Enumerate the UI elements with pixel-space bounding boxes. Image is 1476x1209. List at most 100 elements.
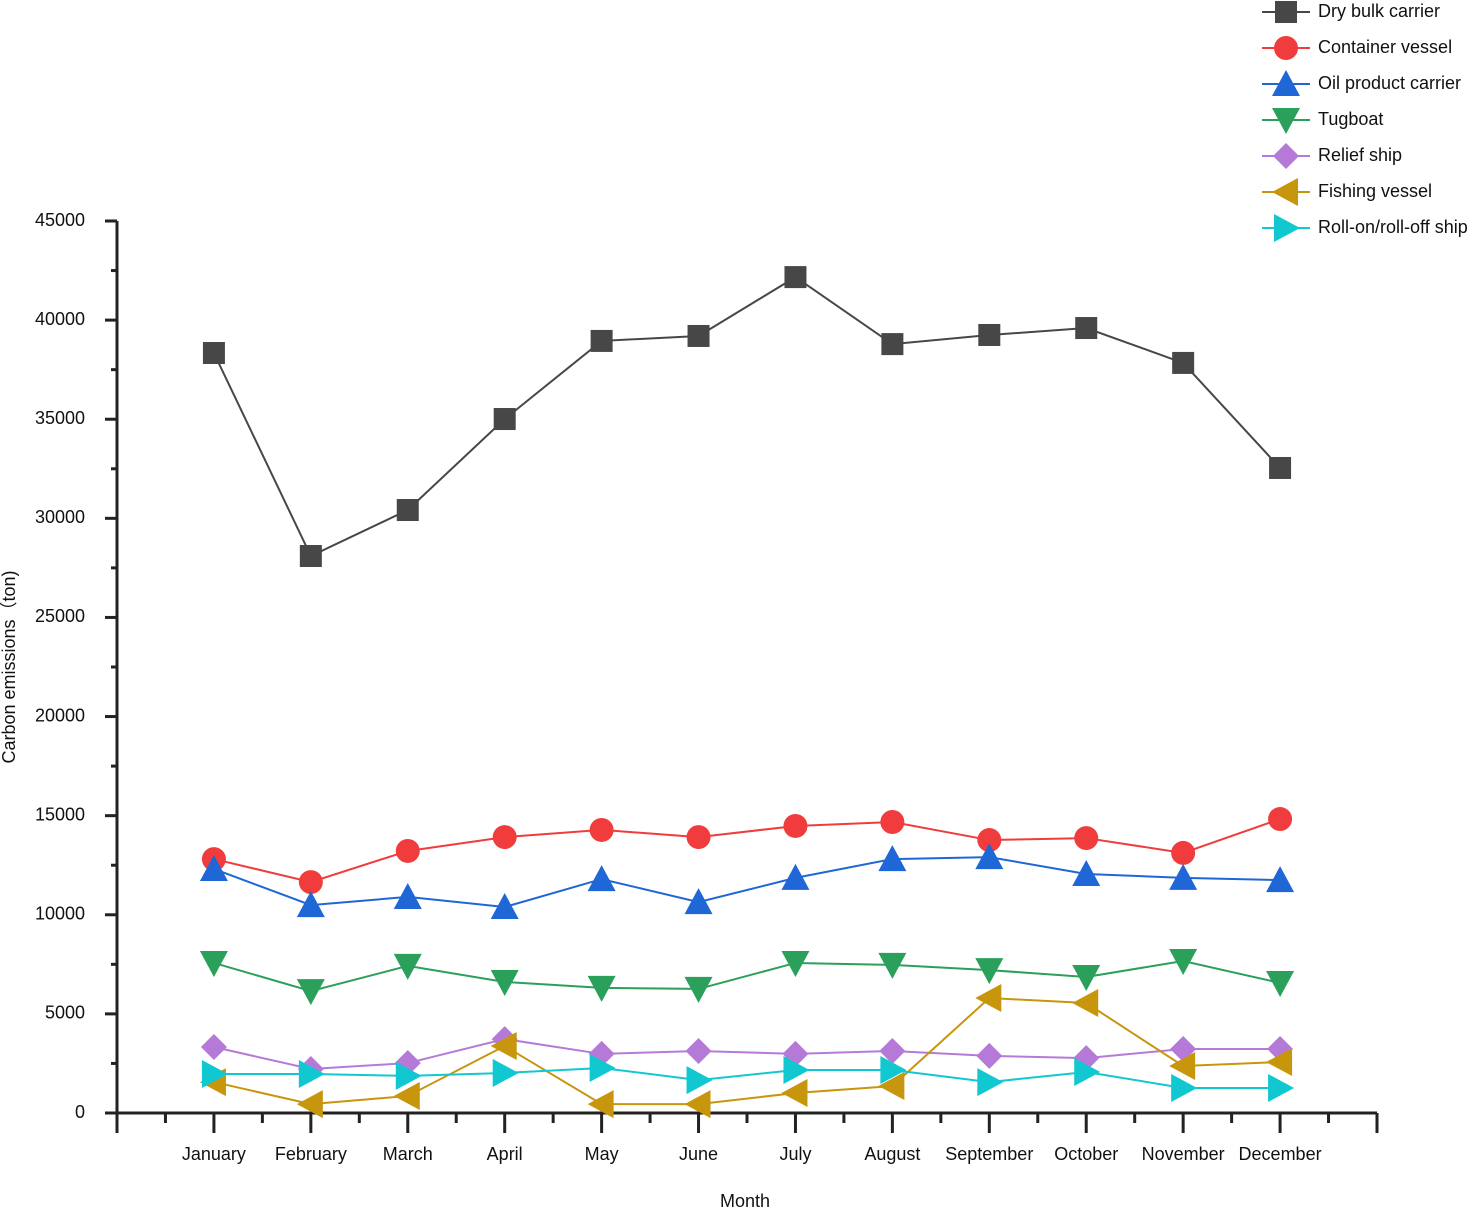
marker <box>975 984 1002 1013</box>
marker <box>490 1032 517 1061</box>
legend-label: Oil product carrier <box>1318 73 1461 93</box>
x-tick-label: July <box>779 1144 811 1164</box>
y-axis-label: Carbon emissions（ton) <box>0 570 19 763</box>
marker <box>1274 214 1300 242</box>
marker <box>492 825 517 850</box>
marker <box>975 843 1004 870</box>
marker <box>978 323 1001 346</box>
marker <box>781 863 810 890</box>
x-tick-label: August <box>864 1144 920 1164</box>
marker <box>1266 1048 1293 1077</box>
marker <box>684 976 713 1003</box>
marker <box>684 888 713 915</box>
marker <box>1072 988 1099 1017</box>
marker <box>202 342 225 365</box>
legend-label: Roll-on/roll-off ship <box>1318 217 1468 237</box>
marker <box>685 1037 712 1064</box>
marker <box>590 329 613 352</box>
y-tick-label: 25000 <box>35 606 85 626</box>
marker <box>1266 970 1295 997</box>
marker <box>686 825 711 850</box>
marker <box>977 1068 1004 1097</box>
marker <box>684 1090 711 1119</box>
marker <box>393 1081 420 1110</box>
marker <box>296 891 325 918</box>
legend-item: Fishing vessel <box>1262 178 1432 206</box>
legend-label: Dry bulk carrier <box>1318 1 1440 21</box>
y-tick-label: 40000 <box>35 309 85 329</box>
legend-item: Tugboat <box>1262 108 1383 134</box>
series-line <box>213 1066 1281 1090</box>
marker <box>977 828 1002 853</box>
legend-label: Tugboat <box>1318 109 1383 129</box>
x-tick-label: March <box>383 1144 433 1164</box>
marker <box>1275 1 1297 23</box>
series-line <box>213 959 1281 993</box>
legend-item: Dry bulk carrier <box>1262 1 1440 23</box>
marker <box>879 1037 906 1064</box>
marker <box>781 950 810 977</box>
y-tick-label: 5000 <box>45 1003 85 1023</box>
marker <box>880 810 905 835</box>
y-tick-label: 15000 <box>35 804 85 824</box>
marker <box>1274 36 1298 60</box>
marker <box>783 1055 810 1084</box>
legend-label: Relief ship <box>1318 145 1402 165</box>
marker <box>1268 1074 1295 1103</box>
x-tick-label: October <box>1054 1144 1118 1164</box>
x-tick-label: September <box>945 1144 1033 1164</box>
x-tick-label: November <box>1142 1144 1225 1164</box>
marker <box>493 408 516 431</box>
series-line <box>213 818 1281 884</box>
marker <box>784 266 807 289</box>
legend-item: Relief ship <box>1262 143 1402 169</box>
series-line <box>213 997 1281 1106</box>
series <box>200 1026 1294 1082</box>
marker <box>1169 1052 1196 1081</box>
marker <box>783 813 808 838</box>
marker <box>1171 1074 1198 1103</box>
marker <box>393 882 422 909</box>
marker <box>881 333 904 356</box>
marker <box>490 969 519 996</box>
marker <box>296 1090 323 1119</box>
marker <box>1072 859 1101 886</box>
series-line <box>213 1038 1281 1070</box>
x-tick-label: February <box>275 1144 347 1164</box>
marker <box>976 1042 1003 1069</box>
marker <box>1171 840 1196 865</box>
x-tick-label: December <box>1239 1144 1322 1164</box>
marker <box>1169 863 1198 890</box>
marker <box>589 817 614 842</box>
x-tick-label: January <box>182 1144 246 1164</box>
marker <box>878 1072 905 1101</box>
series <box>201 807 1293 895</box>
marker <box>298 1059 325 1088</box>
marker <box>298 870 323 895</box>
marker <box>492 1058 519 1087</box>
marker <box>1074 1057 1101 1086</box>
legend-item: Roll-on/roll-off ship <box>1262 214 1468 242</box>
y-tick-label: 30000 <box>35 507 85 527</box>
marker <box>395 1061 422 1090</box>
marker <box>299 544 322 567</box>
y-tick-label: 0 <box>75 1102 85 1122</box>
marker <box>395 838 420 863</box>
series <box>199 948 1295 1006</box>
marker <box>199 950 228 977</box>
y-tick-label: 10000 <box>35 904 85 924</box>
marker <box>1172 351 1195 374</box>
marker <box>490 893 519 920</box>
marker <box>393 953 422 980</box>
marker <box>1268 807 1293 832</box>
legend-label: Fishing vessel <box>1318 181 1432 201</box>
series-line <box>213 856 1281 909</box>
marker <box>880 1055 907 1084</box>
legend-label: Container vessel <box>1318 37 1452 57</box>
x-tick-label: May <box>585 1144 619 1164</box>
marker <box>296 979 325 1006</box>
series <box>199 843 1295 920</box>
marker <box>781 1078 808 1107</box>
